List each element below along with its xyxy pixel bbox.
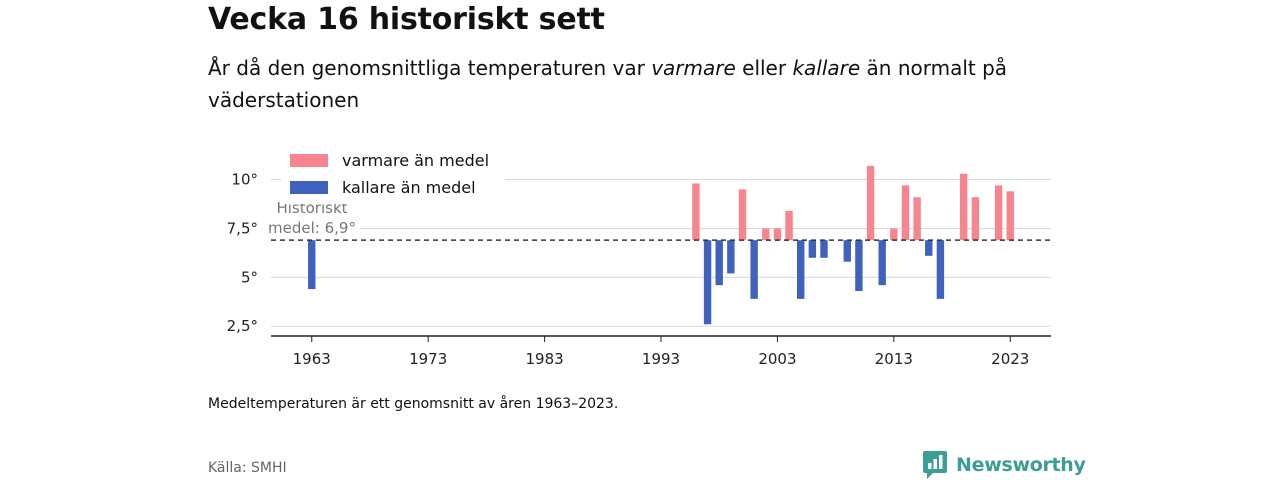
bar-warm-2022 (994, 185, 1003, 241)
x-tick-label: 2013 (875, 350, 913, 368)
bar-cold-1997 (703, 240, 712, 325)
legend-label-warm: varmare än medel (342, 151, 489, 170)
baseline-label-background (266, 218, 360, 237)
bar-warm-2014 (901, 185, 910, 241)
bar-warm-2020 (971, 197, 980, 241)
legend-label-cold: kallare än medel (342, 178, 476, 197)
bar-warm-2011 (866, 165, 875, 241)
y-tick-label: 5° (241, 268, 258, 286)
bar-cold-2006 (808, 240, 817, 258)
chart-title: Vecka 16 historiskt sett (208, 2, 605, 37)
bar-cold-2017 (936, 240, 945, 299)
x-tick-label: 1983 (525, 350, 563, 368)
bar-warm-2019 (959, 173, 968, 241)
bar-warm-2003 (773, 228, 782, 241)
bar-cold-2001 (750, 240, 758, 299)
bar-cold-2005 (797, 240, 805, 299)
x-tick-label: 1993 (642, 350, 680, 368)
bar-cold-1998 (715, 240, 723, 286)
y-axis-tick-labels: 2,5° 5° 7,5° 10° (227, 171, 258, 336)
baseline-label-line-2: medel: 6,9° (268, 219, 356, 237)
y-tick-label: 10° (231, 171, 258, 189)
subtitle-text-middle: eller (735, 56, 793, 80)
bar-cold-2012 (878, 240, 886, 286)
y-tick-label: 2,5° (227, 317, 258, 335)
chart-subtitle: År då den genomsnittliga temperaturen va… (208, 52, 1048, 116)
subtitle-text-start: År då den genomsnittliga temperaturen va… (208, 56, 652, 80)
bar-cold-2010 (855, 240, 863, 292)
x-axis-ticks: 1963 1973 1983 1993 2003 2013 2023 (293, 336, 1029, 368)
newsworthy-logo-icon (923, 451, 947, 479)
bar-cold-2007 (820, 240, 828, 258)
legend-swatch-cold (290, 181, 328, 194)
bar-cold-2016 (925, 240, 933, 256)
legend: varmare än medel kallare än medel (281, 148, 505, 204)
bar-warm-2015 (913, 197, 921, 241)
newsworthy-logo-text: Newsworthy (956, 454, 1086, 476)
bar-cold-2009 (843, 240, 851, 262)
legend-swatch-warm (290, 154, 328, 167)
bar-warm-1996 (692, 183, 700, 241)
bar-warm-2023 (1006, 191, 1014, 241)
subtitle-text-end: än normalt på väderstationen (208, 56, 1008, 112)
x-tick-label: 1973 (409, 350, 447, 368)
subtitle-warm-word: varmare (651, 56, 736, 80)
source-credit: Källa: SMHI (208, 460, 287, 476)
x-tick-label: 1963 (293, 350, 331, 368)
subtitle-cold-word: kallare (792, 56, 861, 80)
y-tick-label: 7,5° (227, 219, 258, 237)
bar-warm-2004 (785, 210, 793, 241)
bar-cold-1999 (727, 240, 735, 274)
bar-warm-2000 (738, 189, 747, 241)
bars (308, 165, 1014, 325)
bar-cold-1963 (308, 240, 316, 290)
newsworthy-logo[interactable]: Newsworthy (922, 450, 1086, 480)
x-tick-label: 2023 (991, 350, 1029, 368)
footnote: Medeltemperaturen är ett genomsnitt av å… (208, 396, 619, 412)
bar-warm-2002 (762, 228, 770, 241)
temperature-bar-chart: 2,5° 5° 7,5° 10° 1963 1973 1983 1993 2003 2013 20… (227, 148, 1051, 368)
bar-warm-2013 (890, 228, 898, 241)
x-tick-label: 2003 (758, 350, 796, 368)
